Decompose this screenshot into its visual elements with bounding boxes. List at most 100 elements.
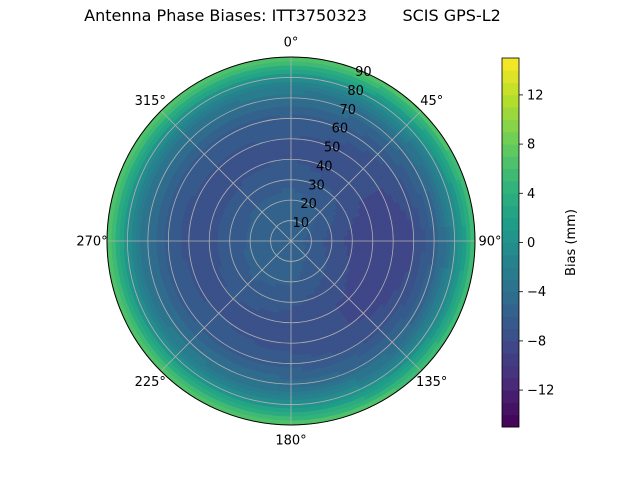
heatmap-cell [192,240,198,250]
heatmap-cell [290,277,295,283]
angular-gridline [160,240,292,372]
heatmap-cell [225,234,231,242]
angular-tick-label: 270° [76,235,107,250]
polar-heatmap-fill [106,56,476,426]
radial-tick-label: 10 [293,216,310,231]
heatmap-cell [229,240,235,247]
heatmap-cell [241,240,247,246]
heatmap-cell [290,314,299,320]
colorbar-level [502,217,519,231]
colorbar-level [502,390,519,403]
heatmap-cell [380,232,386,242]
heatmap-cell [347,240,353,247]
heatmap-cell [290,142,300,148]
colorbar-level [502,304,519,317]
heatmap-cell [290,301,298,307]
heatmap-cell [290,350,302,356]
heatmap-cell [282,150,292,156]
colorbar-level [502,58,519,71]
heatmap-cell [286,191,292,197]
heatmap-cell [290,289,296,295]
heatmap-cell [282,146,292,152]
heatmap-cell [253,240,259,245]
heatmap-cell [359,234,365,242]
heatmap-cell [180,240,186,251]
heatmap-cell [245,240,251,246]
heatmap-cell [376,240,382,250]
heatmap-cell [280,350,292,356]
heatmap-cell [290,126,302,132]
colorbar-level [502,291,519,305]
heatmap-cell [290,191,296,197]
polar-outline [106,56,476,426]
heatmap-cell [400,240,406,252]
radial-tick-label: 50 [324,141,341,156]
heatmap-cell [283,162,292,168]
colorbar-tick-label: 8 [527,138,535,153]
heatmap-cell [217,234,223,242]
angular-tick-label: 315° [135,94,166,109]
heatmap-cell [323,237,329,242]
colorbar-level [502,340,519,354]
colorbar-level [502,254,519,268]
colorbar-tick-label: −8 [527,334,546,349]
heatmap-cell [221,234,227,242]
colorbar-level [502,181,519,194]
heatmap-cell [249,240,255,245]
colorbar-tick-label: −12 [527,384,554,399]
heatmap-cell [176,240,182,252]
angular-tick-label: 0° [284,36,299,51]
heatmap-cell [286,285,292,291]
heatmap-cell [282,334,292,340]
heatmap-cell [285,297,292,303]
radial-tick-label: 80 [347,84,364,99]
radial-tick-label: 30 [308,178,325,193]
heatmap-cell [221,240,227,248]
heatmap-cell [339,236,345,242]
radial-tick-label: 20 [300,197,317,212]
colorbar-level [502,365,519,379]
angular-gridline [160,110,292,242]
heatmap-cell [343,240,349,247]
heatmap-cell [327,237,333,242]
heatmap-cell [290,158,299,164]
heatmap-cell [285,179,292,185]
colorbar-level [502,279,519,293]
heatmap-cell [290,346,301,352]
heatmap-cell [286,195,292,201]
heatmap-cell [290,162,299,168]
heatmap-cell [355,234,361,242]
heatmap-cell [290,281,296,287]
colorbar-label: Bias (mm) [564,209,579,276]
heatmap-cell [290,285,296,291]
heatmap-cell [233,240,239,247]
heatmap-cell [290,297,297,303]
heatmap-cell [176,230,182,242]
heatmap-cell [282,142,292,148]
heatmap-cell [192,232,198,242]
heatmap-cell [368,240,374,249]
heatmap-cell [282,330,292,336]
colorbar-level [502,402,519,416]
heatmap-cell [364,233,370,242]
heatmap-cell [347,235,353,242]
colorbar-level [502,156,519,170]
colorbar-level [502,131,519,145]
heatmap-cell [208,233,214,242]
heatmap-cell [257,240,263,245]
angular-tick-label: 90° [478,235,501,250]
heatmap-cell [290,334,300,340]
colorbar-tick-label: 4 [527,187,535,202]
heatmap-cell [343,235,349,242]
heatmap-cell [290,318,299,324]
heatmap-cell [281,346,292,352]
heatmap-cell [225,240,231,248]
heatmap-cell [284,175,292,181]
angular-gridline [290,110,422,242]
colorbar-level [502,242,519,256]
chart-title: Antenna Phase Biases: ITT3750323 SCIS GP… [84,6,501,25]
heatmap-cell [335,240,341,246]
heatmap-cell [368,233,374,242]
angular-tick-label: 225° [135,375,166,390]
radial-tick-label: 60 [332,122,349,137]
